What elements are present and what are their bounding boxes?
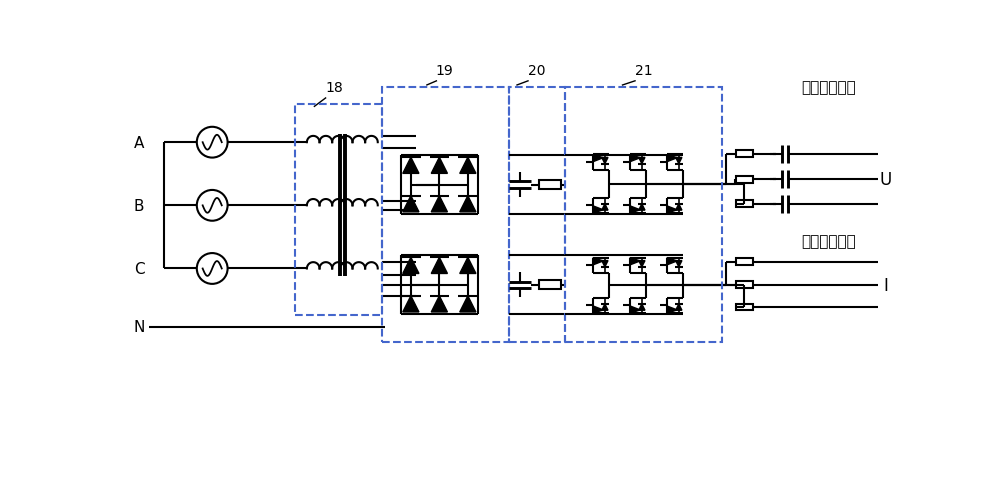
Polygon shape bbox=[639, 304, 645, 311]
Text: 三相电压输出: 三相电压输出 bbox=[801, 80, 856, 95]
Text: U: U bbox=[880, 171, 892, 189]
Polygon shape bbox=[593, 155, 603, 162]
Polygon shape bbox=[676, 158, 682, 164]
Polygon shape bbox=[403, 296, 419, 312]
Polygon shape bbox=[593, 206, 603, 214]
Text: 20: 20 bbox=[528, 64, 545, 78]
Polygon shape bbox=[403, 196, 419, 213]
Polygon shape bbox=[667, 206, 677, 214]
Text: B: B bbox=[134, 198, 144, 214]
Polygon shape bbox=[431, 296, 447, 312]
Text: 19: 19 bbox=[436, 64, 454, 78]
Polygon shape bbox=[593, 306, 603, 313]
Polygon shape bbox=[676, 304, 682, 311]
Polygon shape bbox=[639, 204, 645, 211]
Text: A: A bbox=[134, 135, 144, 150]
Polygon shape bbox=[630, 258, 640, 265]
Polygon shape bbox=[460, 196, 476, 213]
Polygon shape bbox=[403, 258, 419, 274]
Text: 21: 21 bbox=[635, 64, 652, 78]
Bar bbox=[736, 259, 753, 265]
Text: C: C bbox=[134, 262, 144, 276]
Polygon shape bbox=[431, 196, 447, 213]
Polygon shape bbox=[460, 258, 476, 274]
Polygon shape bbox=[630, 155, 640, 162]
Polygon shape bbox=[460, 158, 476, 174]
Bar bbox=[736, 176, 753, 183]
Polygon shape bbox=[431, 258, 447, 274]
Bar bbox=[736, 201, 753, 208]
Bar bbox=[539, 180, 561, 190]
Text: I: I bbox=[884, 276, 888, 294]
Polygon shape bbox=[639, 261, 645, 267]
Text: 18: 18 bbox=[325, 81, 343, 95]
Polygon shape bbox=[676, 261, 682, 267]
Polygon shape bbox=[602, 158, 608, 164]
Bar bbox=[539, 280, 561, 289]
Polygon shape bbox=[630, 206, 640, 214]
Bar bbox=[736, 151, 753, 158]
Polygon shape bbox=[667, 306, 677, 313]
Polygon shape bbox=[667, 155, 677, 162]
Text: N: N bbox=[133, 320, 145, 335]
Polygon shape bbox=[403, 158, 419, 174]
Polygon shape bbox=[460, 296, 476, 312]
Polygon shape bbox=[593, 258, 603, 265]
Polygon shape bbox=[667, 258, 677, 265]
Polygon shape bbox=[676, 204, 682, 211]
Polygon shape bbox=[602, 261, 608, 267]
Text: 三相电流输出: 三相电流输出 bbox=[801, 234, 856, 249]
Bar bbox=[736, 282, 753, 288]
Polygon shape bbox=[431, 158, 447, 174]
Polygon shape bbox=[602, 204, 608, 211]
Bar bbox=[736, 304, 753, 311]
Polygon shape bbox=[639, 158, 645, 164]
Polygon shape bbox=[630, 306, 640, 313]
Polygon shape bbox=[602, 304, 608, 311]
